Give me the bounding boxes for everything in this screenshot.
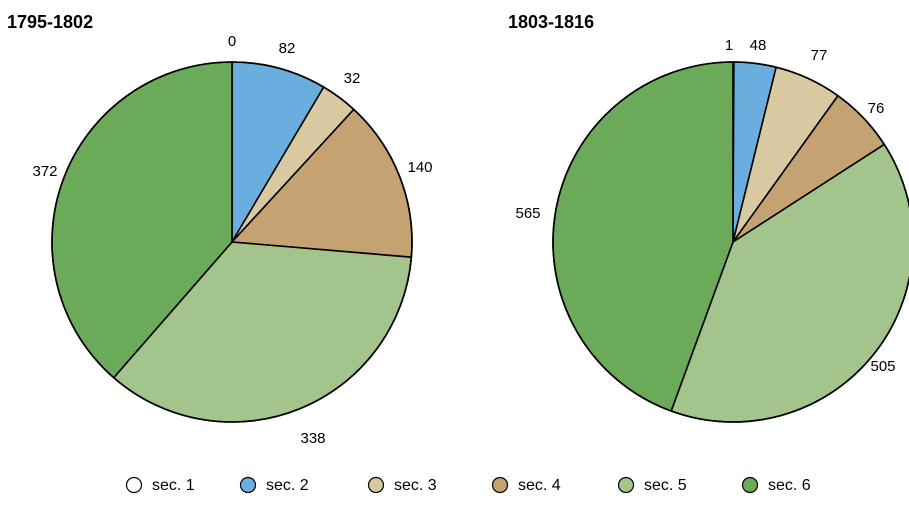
slice-value-label: 565: [515, 205, 540, 222]
legend-marker: [239, 476, 257, 494]
legend-label: sec. 1: [152, 477, 195, 494]
legend-marker: [741, 476, 759, 494]
slice-value-label: 505: [870, 358, 895, 375]
slice-value-label: 338: [300, 430, 325, 447]
pie-title: 1795-1802: [7, 12, 93, 32]
legend-label: sec. 3: [394, 477, 437, 494]
slice-value-label: 1: [725, 37, 733, 54]
pie-outline: [51, 61, 413, 423]
pie-outline: [552, 61, 909, 423]
legend-label: sec. 2: [266, 477, 309, 494]
slice-value-label: 76: [868, 100, 885, 117]
slice-value-label: 82: [279, 40, 296, 57]
slice-value-label: 48: [750, 37, 767, 54]
legend-marker: [125, 476, 143, 494]
legend-marker: [617, 476, 635, 494]
legend-marker: [491, 476, 509, 494]
legend-label: sec. 5: [644, 477, 687, 494]
slice-value-label: 0: [228, 33, 236, 50]
pie-chart-2: 1803-1816 1 48 77 76 505 565: [508, 12, 909, 423]
legend-label: sec. 6: [768, 477, 811, 494]
slice-value-label: 372: [32, 163, 57, 180]
pie-title: 1803-1816: [508, 12, 594, 32]
slice-value-label: 32: [344, 70, 361, 87]
slice-value-label: 77: [811, 47, 828, 64]
slice-value-label: 140: [407, 159, 432, 176]
legend-marker: [367, 476, 385, 494]
legend-label: sec. 4: [518, 477, 561, 494]
pie-chart-1: 1795-1802 0 82 32 140 338 372: [7, 12, 433, 447]
legend: sec. 1 sec. 2 sec. 3 sec. 4 sec. 5 sec. 6: [125, 476, 811, 494]
